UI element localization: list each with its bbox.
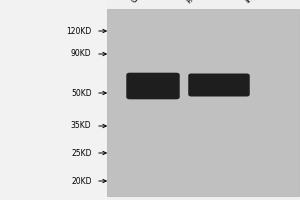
Text: 90KD: 90KD (71, 49, 92, 58)
Text: 50KD: 50KD (71, 88, 92, 98)
Text: PAK2: PAK2 (184, 0, 205, 5)
FancyBboxPatch shape (188, 74, 250, 96)
Text: 25KD: 25KD (71, 148, 92, 158)
FancyBboxPatch shape (126, 73, 180, 99)
Bar (106, 9, 298, 196)
Text: Input: Input (243, 0, 263, 5)
Text: Control IgG: Control IgG (130, 0, 169, 5)
Text: 20KD: 20KD (71, 176, 92, 186)
Text: 35KD: 35KD (71, 121, 92, 130)
Bar (0, 0, 106, 200)
Text: 120KD: 120KD (66, 26, 92, 36)
